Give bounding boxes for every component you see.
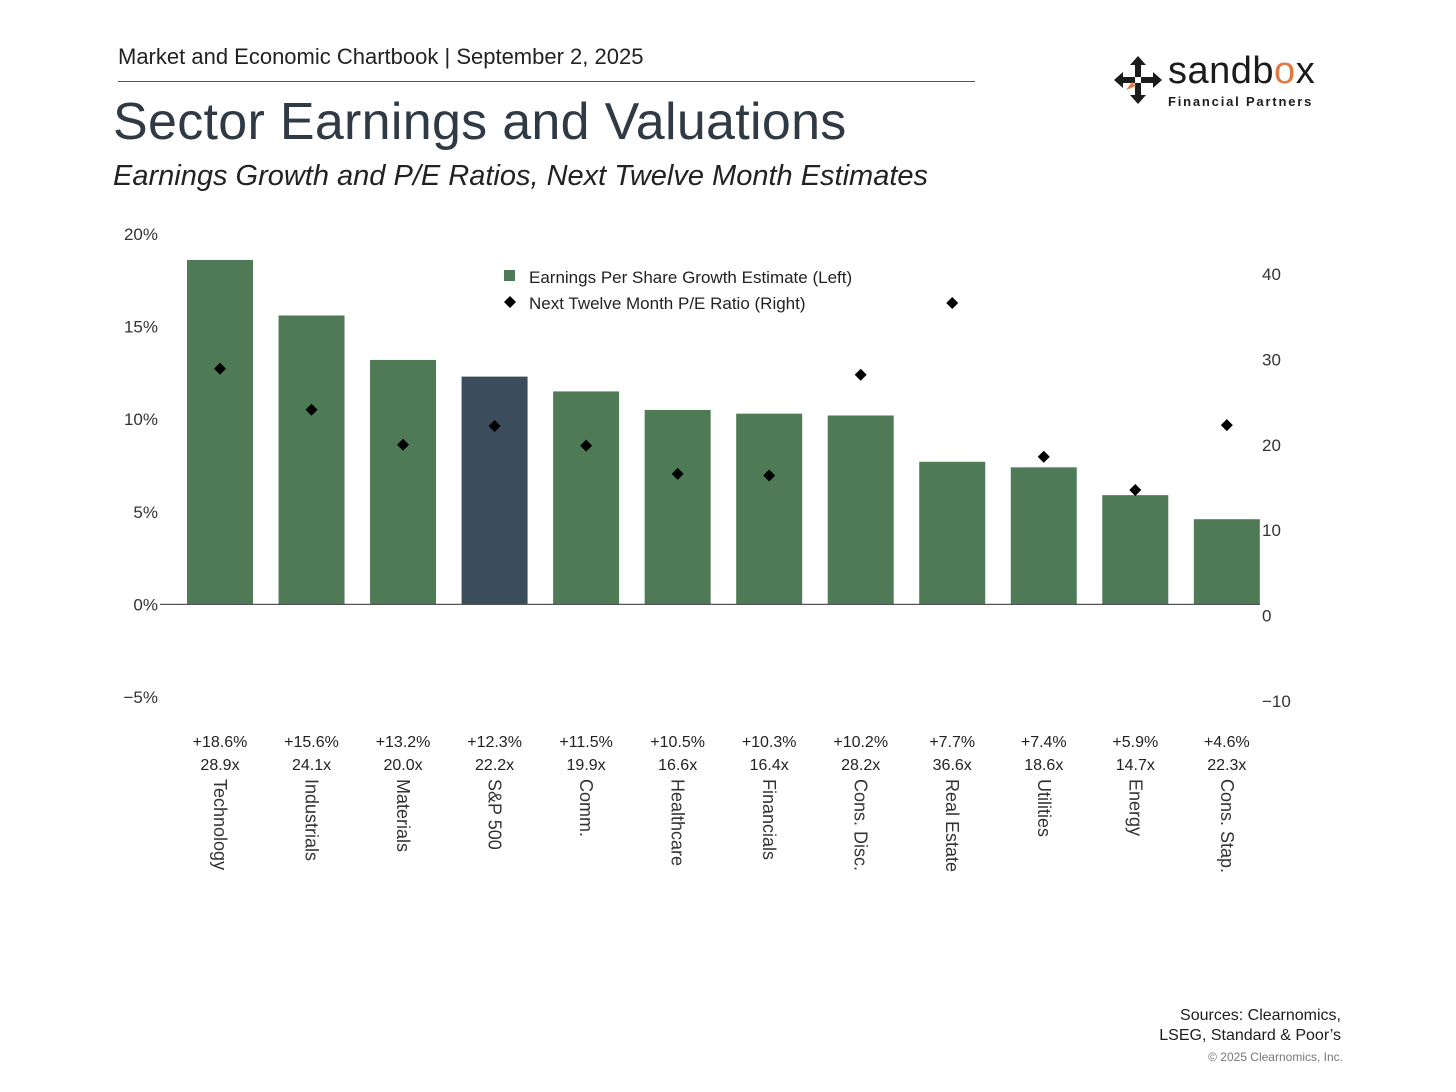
bar-cons-stap- xyxy=(1193,519,1260,605)
category-label: Financials xyxy=(759,779,779,860)
page-subtitle: Earnings Growth and P/E Ratios, Next Twe… xyxy=(113,160,929,192)
left-axis-tick-label: 20% xyxy=(124,225,158,244)
growth-value-label: +7.4% xyxy=(1021,734,1067,751)
bar-industrials xyxy=(278,315,345,605)
pe-marker-energy xyxy=(1129,484,1142,497)
pe-value-label: 16.4x xyxy=(750,757,789,774)
category-label: Real Estate xyxy=(942,779,962,872)
growth-value-label: +12.3% xyxy=(467,734,522,751)
growth-value-label: +15.6% xyxy=(284,734,339,751)
left-axis-tick-label: −5% xyxy=(124,688,159,707)
left-axis-tick-label: 15% xyxy=(124,318,158,337)
pe-marker-cons-stap- xyxy=(1220,419,1233,432)
copyright-note: © 2025 Clearnomics, Inc. xyxy=(1208,1050,1343,1064)
bar-energy xyxy=(1102,495,1169,605)
category-label: Comm. xyxy=(576,779,596,837)
bar-healthcare xyxy=(644,409,711,605)
bar-materials xyxy=(370,359,437,605)
pe-marker-cons-disc- xyxy=(854,368,867,381)
legend-bar-swatch xyxy=(504,270,515,281)
right-axis-tick-label: 20 xyxy=(1262,436,1281,455)
sources-line-2: LSEG, Standard & Poor’s xyxy=(1159,1027,1341,1044)
growth-value-label: +11.5% xyxy=(559,734,613,751)
logo-word-end: x xyxy=(1295,50,1316,92)
legend-bar-label: Earnings Per Share Growth Estimate (Left… xyxy=(529,268,852,287)
category-label: Cons. Stap. xyxy=(1217,779,1237,873)
page-title: Sector Earnings and Valuations xyxy=(113,93,847,151)
header-divider xyxy=(118,81,975,82)
right-axis-tick-label: 40 xyxy=(1262,265,1281,284)
bar-technology xyxy=(187,259,253,605)
logo-word-start: sandb xyxy=(1168,50,1275,92)
growth-value-label: +10.5% xyxy=(650,734,705,751)
pe-value-label: 14.7x xyxy=(1116,757,1155,774)
pe-value-label: 20.0x xyxy=(383,757,422,774)
pe-value-label: 28.9x xyxy=(200,757,239,774)
growth-value-label: +18.6% xyxy=(193,734,248,751)
pe-marker-financials xyxy=(763,469,776,482)
sandbox-logo: sandbox Financial Partners xyxy=(1114,50,1329,112)
pe-marker-materials xyxy=(397,438,410,451)
pe-marker-real-estate xyxy=(946,297,959,310)
category-label: Energy xyxy=(1125,779,1145,836)
growth-value-label: +7.7% xyxy=(929,734,975,751)
right-axis-tick-label: 10 xyxy=(1262,521,1281,540)
legend-pe-label: Next Twelve Month P/E Ratio (Right) xyxy=(529,294,806,313)
category-label: Industrials xyxy=(302,779,322,861)
pe-value-label: 19.9x xyxy=(567,757,606,774)
pe-marker-s-p-500 xyxy=(488,420,501,433)
bar-real-estate xyxy=(919,461,986,605)
bar-cons-disc- xyxy=(827,415,894,605)
pe-value-label: 22.2x xyxy=(475,757,514,774)
growth-value-label: +10.3% xyxy=(742,734,797,751)
logo-subtitle: Financial Partners xyxy=(1168,94,1314,109)
category-label: Utilities xyxy=(1034,779,1054,837)
pe-marker-healthcare xyxy=(671,467,684,480)
bar-utilities xyxy=(1010,467,1077,605)
category-label: Cons. Disc. xyxy=(851,779,871,871)
category-label: S&P 500 xyxy=(485,779,505,850)
sources-note: Sources: Clearnomics, LSEG, Standard & P… xyxy=(1159,1006,1341,1046)
left-axis-tick-label: 5% xyxy=(133,503,158,522)
pe-value-label: 18.6x xyxy=(1024,757,1063,774)
category-label: Technology xyxy=(210,779,230,870)
bar-financials xyxy=(736,413,803,605)
sources-line-1: Sources: Clearnomics, xyxy=(1180,1007,1341,1024)
pe-marker-utilities xyxy=(1037,450,1050,463)
pe-marker-technology xyxy=(214,362,226,375)
category-label: Materials xyxy=(393,779,413,852)
growth-value-label: +4.6% xyxy=(1204,734,1250,751)
logo-wordmark: sandbox xyxy=(1168,50,1315,93)
left-axis-tick-label: 0% xyxy=(133,595,158,614)
growth-value-label: +5.9% xyxy=(1112,734,1158,751)
pe-value-label: 22.3x xyxy=(1207,757,1246,774)
bar-comm- xyxy=(553,391,620,605)
right-axis-tick-label: −10 xyxy=(1262,692,1291,711)
growth-value-label: +10.2% xyxy=(833,734,888,751)
right-axis-tick-label: 30 xyxy=(1262,350,1281,369)
pe-value-label: 16.6x xyxy=(658,757,697,774)
legend-diamond-icon xyxy=(504,296,516,308)
chartbook-header: Market and Economic Chartbook | Septembe… xyxy=(118,44,644,69)
pe-value-label: 24.1x xyxy=(292,757,331,774)
left-axis-tick-label: 10% xyxy=(124,410,158,429)
pe-marker-comm- xyxy=(580,439,593,452)
pe-value-label: 28.2x xyxy=(841,757,880,774)
bar-s-p-500 xyxy=(461,376,528,605)
pe-value-label: 36.6x xyxy=(933,757,972,774)
arrows-logo-icon xyxy=(1114,56,1162,104)
category-label: Healthcare xyxy=(668,779,688,866)
right-axis-tick-label: 0 xyxy=(1262,607,1271,626)
pe-marker-industrials xyxy=(305,403,318,416)
logo-word-accent: o xyxy=(1274,50,1296,92)
growth-value-label: +13.2% xyxy=(376,734,431,751)
